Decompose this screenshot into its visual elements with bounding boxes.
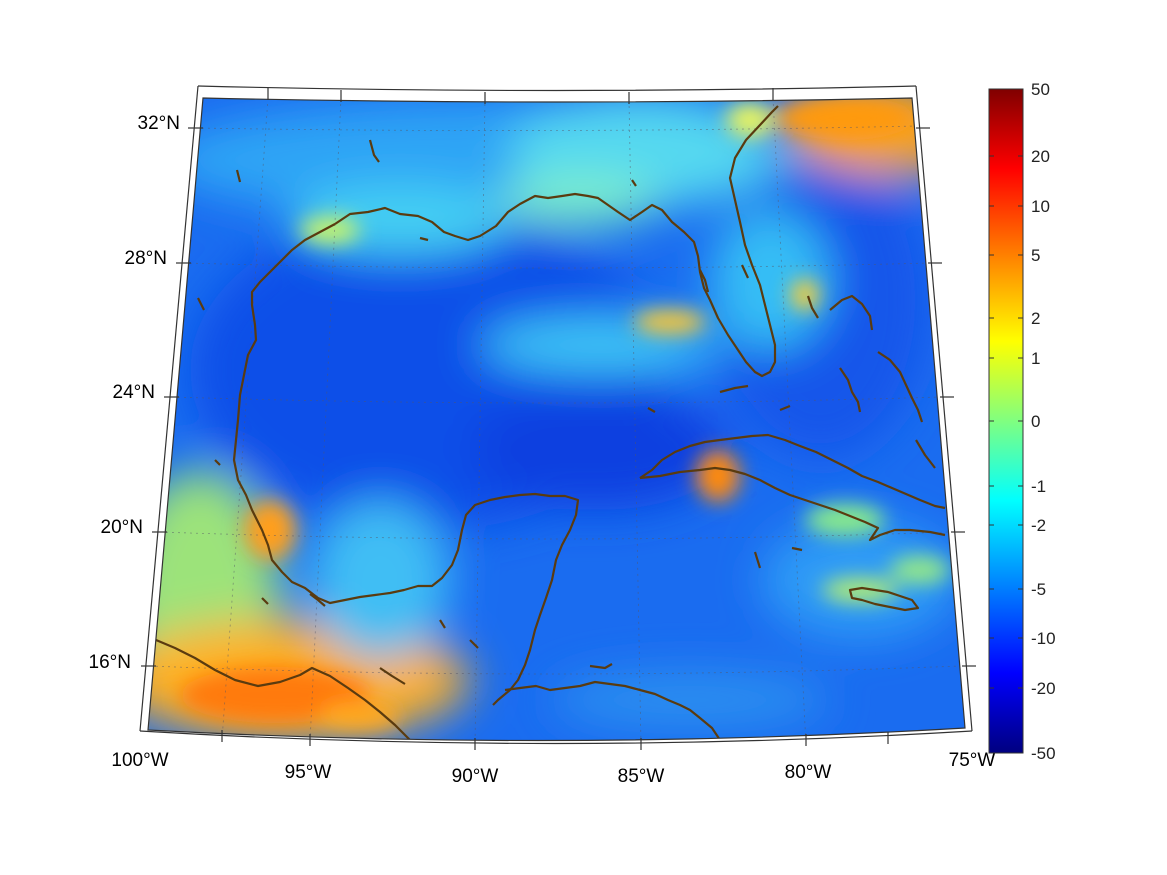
longitude-labels: 100°W 95°W 90°W 85°W 80°W 75°W <box>111 750 995 787</box>
lat-label: 28°N <box>125 248 167 269</box>
colorbar-tick-label: -1 <box>1031 477 1046 496</box>
lat-label: 24°N <box>113 382 155 403</box>
colorbar-tick-label: 50 <box>1031 80 1050 99</box>
colorbar-tick-label: 20 <box>1031 147 1050 166</box>
lon-label: 75°W <box>949 750 996 771</box>
latitude-labels: 32°N 28°N 24°N 20°N 16°N <box>89 113 180 673</box>
map-ticks <box>141 88 976 750</box>
lat-label: 20°N <box>101 517 143 538</box>
colorbar-tick-label: -20 <box>1031 679 1056 698</box>
lon-label: 95°W <box>285 762 332 783</box>
colorbar-gradient <box>988 88 1024 754</box>
colorbar-tick-label: 0 <box>1031 412 1040 431</box>
lat-label: 32°N <box>138 113 180 134</box>
colorbar-tick-label: 10 <box>1031 197 1050 216</box>
lon-label: 100°W <box>111 750 168 771</box>
anomaly-field <box>148 98 965 741</box>
colorbar-tick-label: 1 <box>1031 349 1040 368</box>
colorbar-tick-label: -5 <box>1031 580 1046 599</box>
lon-label: 90°W <box>452 766 499 787</box>
lon-label: 85°W <box>618 766 665 787</box>
lon-label: 80°W <box>785 762 832 783</box>
colorbar-tick-label: 5 <box>1031 246 1040 265</box>
colorbar-tick-label: -50 <box>1031 744 1056 763</box>
colorbar-labels: 50 20 10 5 2 1 0 -1 -2 -5 -10 -20 -50 <box>1031 80 1056 763</box>
lat-label: 16°N <box>89 652 131 673</box>
colorbar: 50 20 10 5 2 1 0 -1 -2 -5 -10 -20 -50 <box>988 80 1056 763</box>
colorbar-tick-label: 2 <box>1031 309 1040 328</box>
colorbar-tick-label: -10 <box>1031 629 1056 648</box>
colorbar-ticks <box>989 155 1023 689</box>
graticule <box>149 98 961 741</box>
colorbar-tick-label: -2 <box>1031 516 1046 535</box>
coastlines <box>155 105 946 741</box>
map-frame <box>139 85 973 745</box>
